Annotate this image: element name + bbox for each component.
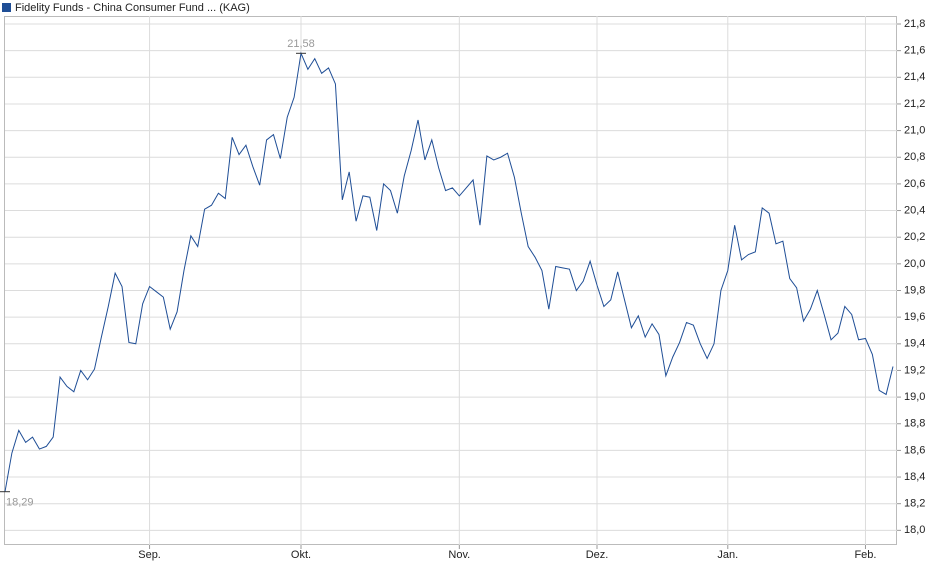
x-tick-label: Sep.	[138, 549, 161, 561]
x-tick-label: Feb.	[854, 549, 876, 561]
y-tick-label: 19,4	[904, 338, 925, 350]
plot-frame	[4, 16, 897, 545]
y-tick-label: 18,2	[904, 498, 925, 510]
x-tick-label: Okt.	[291, 549, 311, 561]
y-tick-label: 20,0	[904, 258, 925, 270]
y-tick-label: 21,4	[904, 71, 925, 83]
x-tick-label: Nov.	[448, 549, 470, 561]
y-tick-label: 20,6	[904, 178, 925, 190]
y-tick-label: 19,6	[904, 311, 925, 323]
y-tick-label: 18,0	[904, 524, 925, 536]
y-tick-label: 21,2	[904, 98, 925, 110]
y-tick-label: 21,6	[904, 45, 925, 57]
y-tick-label: 19,8	[904, 284, 925, 296]
y-tick-label: 20,4	[904, 204, 925, 216]
value-label: 18,29	[6, 497, 34, 509]
x-tick-label: Dez.	[586, 549, 609, 561]
y-tick-label: 18,6	[904, 444, 925, 456]
y-tick-label: 19,0	[904, 391, 925, 403]
value-label: 21,58	[287, 38, 315, 50]
legend-swatch	[2, 3, 11, 12]
legend-label: Fidelity Funds - China Consumer Fund ...…	[15, 2, 250, 14]
y-tick-label: 21,0	[904, 125, 925, 137]
y-tick-label: 20,2	[904, 231, 925, 243]
y-tick-label: 18,8	[904, 418, 925, 430]
y-tick-label: 21,8	[904, 18, 925, 30]
y-tick-label: 18,4	[904, 471, 925, 483]
y-tick-label: 19,2	[904, 364, 925, 376]
x-tick-label: Jan.	[717, 549, 738, 561]
line	[4, 51, 894, 492]
y-tick-label: 20,8	[904, 151, 925, 163]
